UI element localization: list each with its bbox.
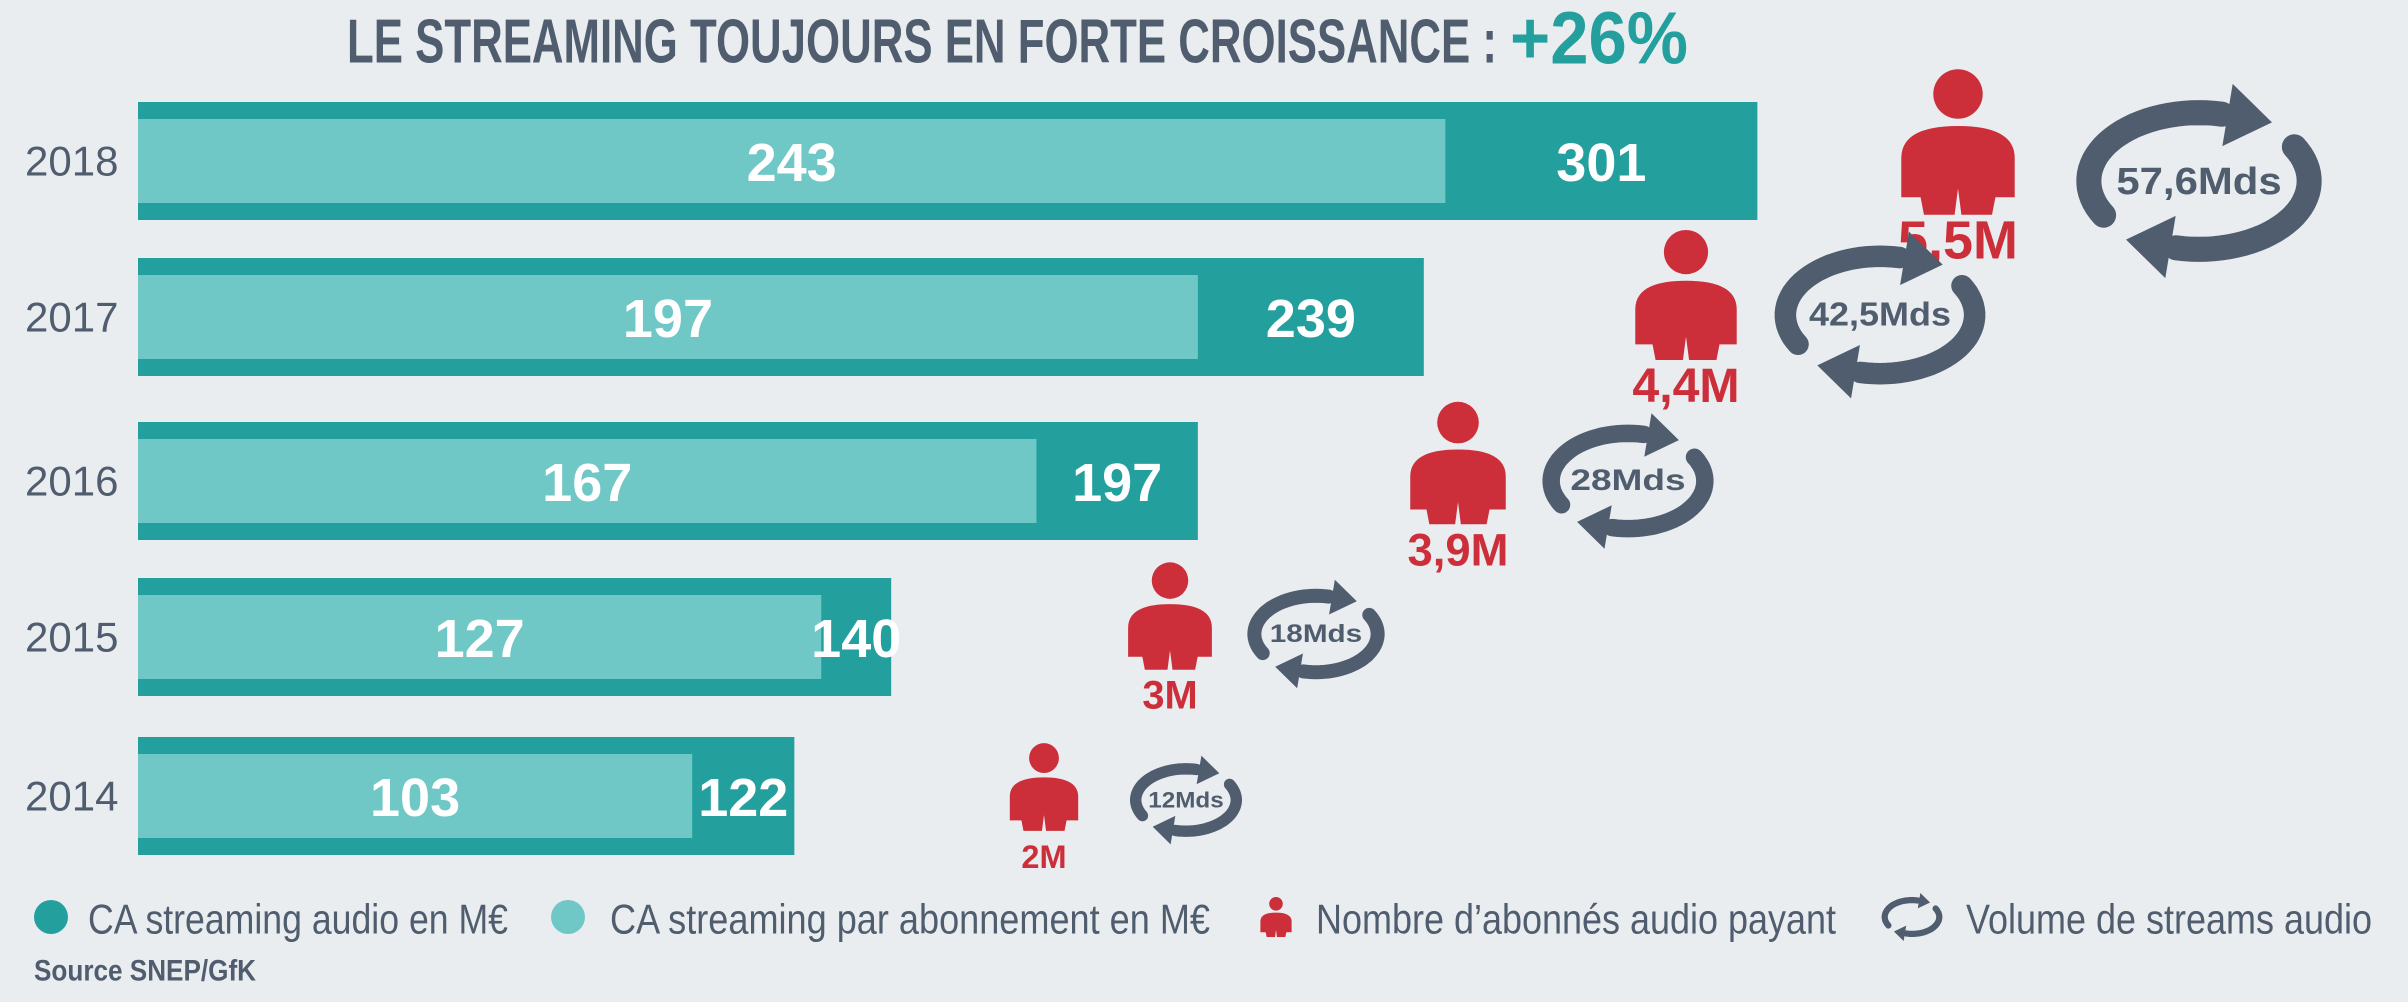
bar [138,119,1446,203]
value-label: 57,6Mds [2116,160,2281,202]
arrow-head [1329,579,1357,615]
value-label: 122 [698,768,788,828]
legend-label: CA streaming par abonnement en M€ [610,896,1210,943]
value-label: 301 [1556,133,1646,193]
legend-label: Volume de streams audio [1966,896,2372,943]
arrow-head [1644,413,1679,457]
streams-icon [1129,763,1243,837]
value-label: 197 [623,289,713,349]
bar [138,275,1198,359]
value-label: 2M [1021,839,1066,875]
legend-swatch [1260,896,1292,937]
y-tick-label: 2017 [25,294,118,341]
y-tick-label: 2018 [25,138,118,185]
value-label: 103 [370,768,460,828]
value-label: 3,9M [1408,525,1509,576]
subscriber-icon [1128,562,1212,670]
value-label: 18Mds [1270,620,1362,648]
arrow-head [1900,231,1943,286]
value-label: 127 [435,609,525,669]
value-label: 28Mds [1570,465,1685,497]
subscriber-icon [1901,69,2015,215]
value-label: 12Mds [1148,788,1223,813]
value-label: 167 [542,453,632,513]
arrow-head [1196,755,1220,785]
streams-icon [1774,245,1986,385]
arrow-head [1817,344,1860,399]
chart-title: LE STREAMING TOUJOURS EN FORTE CROISSANC… [347,8,1497,77]
bar [138,754,693,838]
arrow-head [1275,653,1303,689]
streams-icon [1542,424,1714,538]
arrow-head [2126,215,2176,279]
subscriber-icon [1410,401,1506,525]
bar [138,439,1037,523]
value-label: 243 [747,133,837,193]
growth-annotation: +26% [1510,0,1688,80]
legend-label: CA streaming audio en M€ [88,896,508,943]
source: Source SNEP/GfK [34,955,256,988]
legend-label: Nombre d’abonnés audio payant [1316,896,1836,943]
bar [138,595,822,679]
value-label: 140 [811,609,901,669]
legend-swatch [34,900,68,934]
streams-icon [1247,588,1385,680]
subscriber-icon [1009,743,1079,831]
arrow-head [1152,815,1176,845]
legend-swatch [1881,897,1943,937]
value-label: 3M [1142,674,1197,718]
arrow-head [1917,892,1931,909]
value-label: 4,4M [1632,359,1739,413]
subscriber-icon [1635,229,1737,361]
value-label: 239 [1266,289,1356,349]
y-tick-label: 2014 [25,773,118,820]
y-tick-label: 2016 [25,458,118,505]
y-tick-label: 2015 [25,614,118,661]
value-label: 197 [1072,453,1162,513]
arrow-head [1893,925,1907,942]
value-label: 42,5Mds [1809,297,1951,334]
streams-icon [2076,100,2322,262]
arrow-head [1577,505,1612,549]
arrow-head [2222,83,2272,147]
legend-swatch [551,900,585,934]
